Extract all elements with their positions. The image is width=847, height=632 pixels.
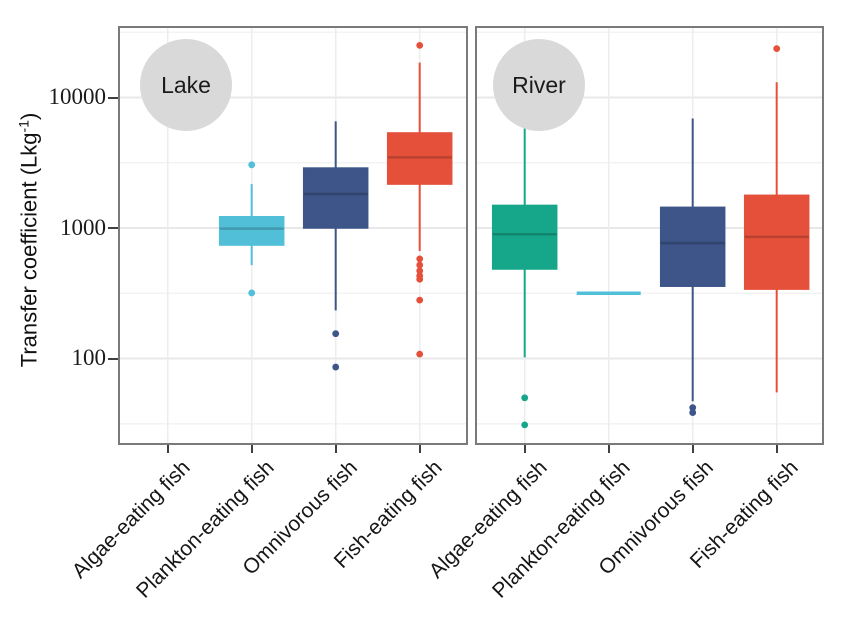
outlier-point — [332, 363, 340, 371]
outlier-point — [248, 289, 256, 297]
iqr-box — [659, 206, 726, 287]
y-tick-label-1000: 1000 — [60, 215, 106, 240]
x-label-lake-plankton: Plankton-eating fish — [131, 456, 279, 603]
y-axis-tick — [108, 97, 118, 99]
outlier-point — [416, 255, 424, 263]
y-axis-tick — [108, 358, 118, 360]
river-badge-label: River — [512, 71, 566, 98]
outlier-point — [416, 296, 424, 304]
outlier-point — [773, 45, 781, 52]
iqr-box — [218, 215, 285, 246]
box-omnivorous-fish — [302, 121, 369, 371]
x-axis-tick — [167, 445, 169, 453]
outlier-point — [416, 261, 424, 269]
box-omnivorous-fish — [659, 118, 726, 416]
outlier-point — [416, 350, 424, 358]
river-panel: River — [475, 26, 824, 445]
outlier-point — [332, 330, 340, 338]
iqr-box — [302, 167, 369, 229]
y-axis-title-close: ) — [16, 112, 42, 121]
y-axis-title-superscript: -1 — [15, 120, 32, 133]
x-axis-tick — [335, 445, 337, 453]
river-badge: River — [493, 39, 585, 131]
y-tick-label-10000: 10000 — [48, 84, 107, 109]
y-axis-title-text: Transfer coefficient (Lkg — [16, 132, 42, 368]
outlier-point — [416, 267, 424, 275]
x-axis-tick — [524, 445, 526, 453]
box-fish-eating-fish — [386, 41, 453, 358]
iqr-box — [743, 194, 810, 290]
x-axis-tick — [419, 445, 421, 453]
x-axis-tick — [776, 445, 778, 453]
outlier-point — [689, 409, 697, 416]
outlier-point — [416, 275, 424, 283]
outlier-point — [416, 41, 424, 49]
lake-badge-label: Lake — [161, 71, 211, 98]
box-algae-eating-fish — [491, 128, 558, 429]
y-axis-tick — [108, 227, 118, 229]
x-axis-tick — [608, 445, 610, 453]
outlier-point — [521, 421, 529, 429]
y-tick-label-100: 100 — [71, 345, 107, 370]
lake-plot-area — [120, 28, 466, 443]
box-fish-eating-fish — [743, 45, 810, 393]
x-axis-tick — [251, 445, 253, 453]
box-plankton-eating-fish — [218, 161, 285, 297]
lake-badge: Lake — [140, 39, 232, 131]
outlier-point — [248, 161, 256, 169]
y-axis-title: Transfer coefficient (Lkg-1) — [15, 113, 42, 368]
outlier-point — [521, 394, 529, 402]
lake-panel: Lake — [118, 26, 468, 445]
x-label-river-plankton: Plankton-eating fish — [487, 456, 635, 603]
x-axis-tick — [692, 445, 694, 453]
iqr-box — [491, 204, 558, 270]
outlier-point — [689, 404, 697, 412]
